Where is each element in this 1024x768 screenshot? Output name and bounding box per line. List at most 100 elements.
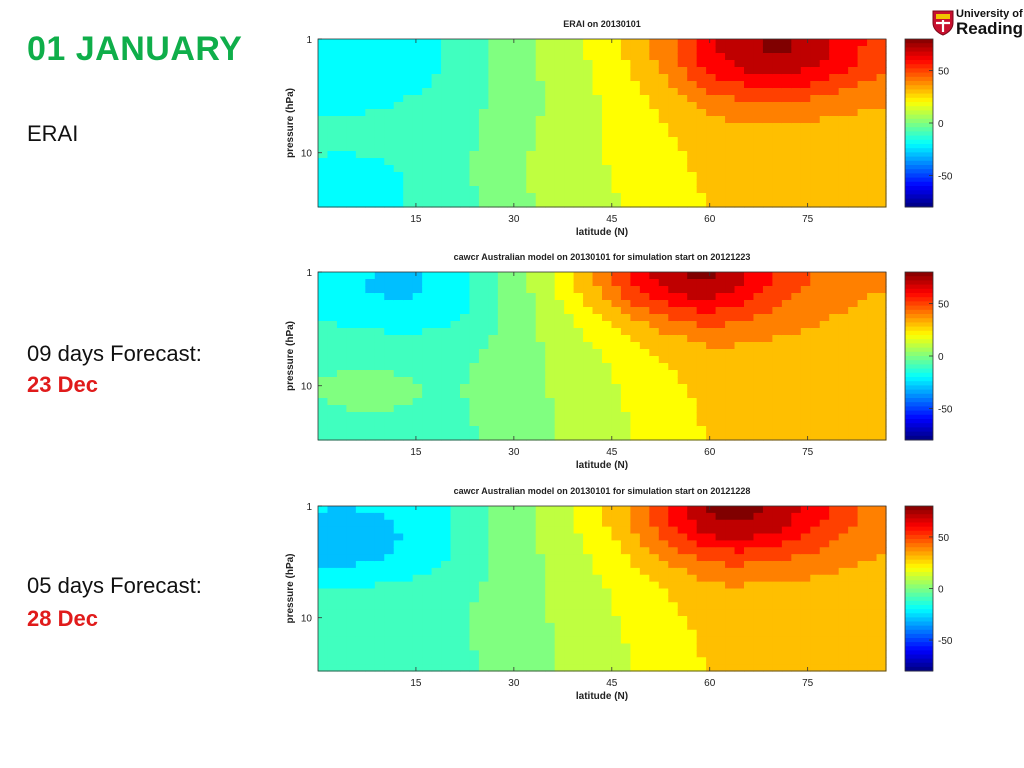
field-cell	[526, 664, 537, 672]
field-cell	[734, 102, 745, 110]
field-cell	[535, 412, 546, 420]
field-cell	[838, 123, 849, 131]
field-cell	[602, 123, 613, 131]
field-cell	[535, 616, 546, 624]
field-cell	[744, 664, 755, 672]
field-cell	[526, 657, 537, 665]
field-cell	[668, 664, 679, 672]
field-cell	[535, 629, 546, 638]
field-cell	[725, 526, 736, 535]
field-cell	[819, 363, 830, 371]
field-cell	[734, 512, 745, 521]
field-cell	[753, 643, 764, 651]
field-cell	[857, 46, 868, 54]
field-cell	[829, 419, 840, 427]
field-cell	[554, 46, 565, 54]
field-cell	[810, 384, 821, 392]
field-cell	[715, 636, 726, 645]
field-cell	[564, 519, 575, 528]
field-cell	[497, 74, 508, 82]
field-cell	[838, 67, 849, 75]
field-cell	[734, 307, 745, 315]
field-cell	[734, 377, 745, 385]
field-cell	[573, 165, 584, 173]
field-cell	[583, 412, 594, 420]
field-cell	[744, 356, 755, 364]
field-cell	[460, 279, 471, 287]
field-cell	[403, 53, 414, 61]
field-cell	[412, 137, 423, 145]
field-cell	[393, 391, 404, 399]
field-cell	[460, 426, 471, 434]
field-cell	[602, 67, 613, 75]
field-cell	[365, 643, 376, 651]
field-cell	[554, 419, 565, 427]
field-cell	[706, 193, 717, 201]
field-cell	[829, 158, 840, 166]
field-cell	[800, 363, 811, 371]
field-cell	[592, 74, 603, 82]
field-cell	[545, 636, 556, 645]
field-cell	[848, 123, 859, 131]
field-cell	[781, 609, 792, 617]
field-cell	[403, 384, 414, 392]
field-cell	[497, 533, 508, 541]
field-cell	[838, 307, 849, 315]
colorbar-segment	[905, 621, 933, 627]
field-cell	[810, 39, 821, 47]
field-cell	[696, 547, 707, 555]
field-cell	[583, 398, 594, 406]
field-cell	[829, 53, 840, 61]
field-cell	[772, 46, 783, 54]
field-cell	[469, 186, 480, 194]
field-cell	[876, 616, 887, 624]
field-cell	[668, 356, 679, 364]
field-cell	[848, 102, 859, 110]
field-cell	[810, 588, 821, 596]
field-cell	[526, 547, 537, 555]
field-cell	[393, 300, 404, 308]
field-cell	[336, 158, 347, 166]
field-cell	[620, 172, 631, 180]
field-cell	[848, 342, 859, 350]
field-cell	[488, 588, 499, 596]
field-cell	[507, 272, 518, 280]
field-cell	[649, 144, 660, 152]
field-cell	[422, 193, 433, 201]
field-cell	[602, 158, 613, 166]
field-cell	[346, 636, 357, 645]
field-cell	[800, 123, 811, 131]
field-cell	[819, 186, 830, 194]
field-cell	[460, 588, 471, 596]
field-cell	[772, 286, 783, 294]
field-cell	[772, 335, 783, 343]
colorbar-segment	[905, 592, 933, 598]
field-cell	[800, 95, 811, 103]
field-cell	[460, 200, 471, 208]
field-cell	[355, 622, 366, 631]
field-cell	[687, 526, 698, 535]
field-cell	[412, 109, 423, 117]
field-cell	[696, 554, 707, 562]
field-cell	[781, 109, 792, 117]
field-cell	[393, 384, 404, 392]
colorbar-tick-label: 50	[938, 300, 950, 311]
field-cell	[355, 349, 366, 357]
field-cell	[460, 116, 471, 124]
field-cell	[507, 595, 518, 603]
field-cell	[431, 356, 442, 364]
field-cell	[393, 356, 404, 364]
field-cell	[715, 581, 726, 590]
field-cell	[422, 328, 433, 336]
field-cell	[668, 321, 679, 329]
field-cell	[318, 81, 329, 89]
field-cell	[573, 53, 584, 61]
field-cell	[706, 370, 717, 378]
field-cell	[469, 567, 480, 576]
field-cell	[696, 526, 707, 535]
field-cell	[715, 377, 726, 385]
field-cell	[791, 533, 802, 541]
field-cell	[431, 200, 442, 208]
field-cell	[431, 53, 442, 61]
field-cell	[592, 616, 603, 624]
